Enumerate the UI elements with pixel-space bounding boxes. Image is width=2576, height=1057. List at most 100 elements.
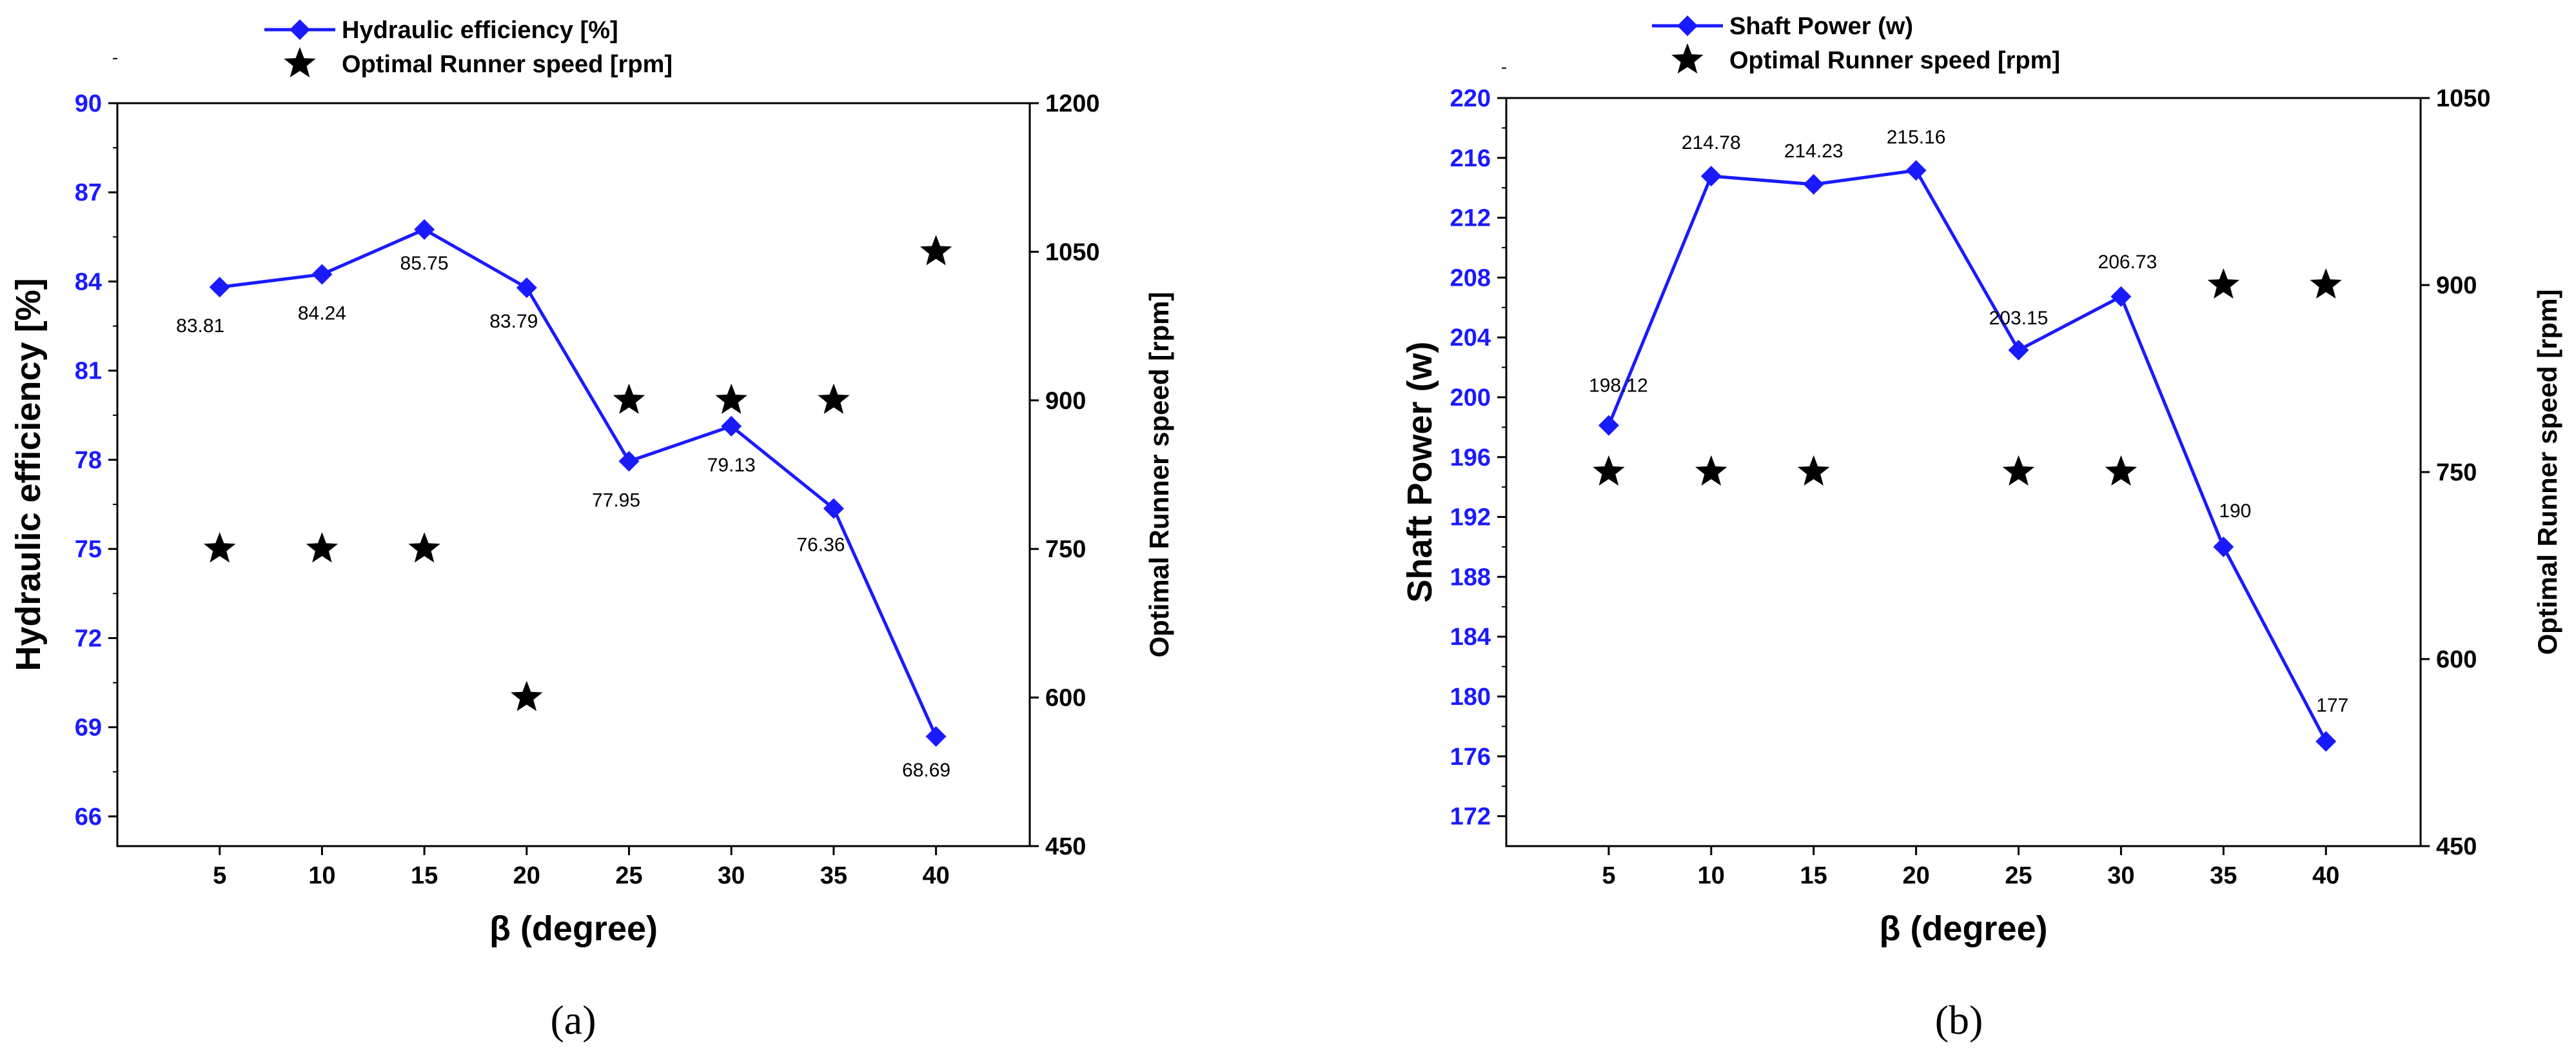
legend-label-star: Optimal Runner speed [rpm] — [342, 51, 673, 78]
data-point-star — [715, 383, 747, 414]
data-point-star — [511, 680, 543, 711]
x-tick-label: 15 — [1800, 862, 1827, 889]
data-point-star — [818, 383, 850, 414]
y2-axis-title: Optimal Runner speed [rpm] — [1144, 291, 1174, 657]
y2-tick-label: 900 — [2436, 272, 2477, 299]
y2-tick-label: 900 — [1045, 388, 1086, 415]
x-tick-label: 5 — [213, 862, 226, 889]
y2-tick-label: 450 — [2436, 833, 2477, 860]
legend-diamond-icon — [290, 19, 310, 40]
y-tick-label: 180 — [1450, 684, 1491, 711]
y2-tick-label: 1200 — [1045, 90, 1100, 117]
x-tick-label: 10 — [308, 862, 335, 889]
x-tick-label: 5 — [1602, 862, 1615, 889]
y-tick-label: 200 — [1450, 384, 1491, 411]
data-label: 79.13 — [707, 455, 756, 476]
series-line — [1607, 168, 2328, 742]
data-point-diamond — [209, 277, 230, 298]
data-label: 68.69 — [902, 760, 950, 781]
y-tick-label: 81 — [75, 358, 102, 385]
chart-panel-b: 172 176 180 184 188 192 196 200 204 208 212 216 220 4… — [1401, 13, 2562, 1043]
legend-label-star: Optimal Runner speed [rpm] — [1729, 47, 2060, 74]
data-point-star — [1593, 455, 1625, 486]
y-tick-label: 184 — [1450, 624, 1491, 651]
y-tick-label: 69 — [75, 715, 102, 742]
y-tick-label: 188 — [1450, 564, 1491, 591]
y-tick-label: 204 — [1450, 324, 1491, 351]
data-point-star — [1695, 455, 1727, 486]
x-tick-label: 20 — [1902, 862, 1929, 889]
x-tick-label: 10 — [1698, 862, 1725, 889]
y-tick-label: 66 — [75, 804, 102, 831]
data-label: 84.24 — [298, 302, 346, 324]
y-axis-title: Shaft Power (w) — [1401, 341, 1439, 602]
data-point-diamond — [823, 498, 844, 519]
y-tick-label: 87 — [75, 179, 102, 206]
legend-label-line: Hydraulic efficiency [%] — [342, 17, 618, 44]
data-point-diamond — [2315, 731, 2337, 752]
data-point-diamond — [1803, 173, 1824, 195]
data-point-star — [408, 532, 440, 563]
data-point-diamond — [721, 415, 742, 437]
data-point-diamond — [311, 264, 333, 285]
x-axis-title: β (degree) — [489, 909, 658, 948]
data-label: 77.95 — [592, 489, 640, 511]
y2-tick-label: 600 — [2436, 646, 2477, 673]
y2-axis-title: Optimal Runner speed [rpm] — [2532, 289, 2562, 655]
data-point-star — [919, 235, 952, 266]
plot-frame — [1505, 97, 2422, 847]
plot-frame — [116, 102, 1031, 847]
data-point-star — [306, 532, 339, 563]
data-point-diamond — [516, 277, 537, 299]
y-tick-label: 212 — [1450, 205, 1491, 232]
data-label: 85.75 — [400, 253, 449, 274]
data-point-diamond — [2008, 339, 2029, 361]
y-tick-label: 84 — [75, 268, 102, 295]
data-point-diamond — [1598, 415, 1619, 436]
data-label: 214.78 — [1682, 132, 1741, 153]
y-tick-label: 78 — [75, 447, 102, 474]
y-axis-title: Hydraulic efficiency [%] — [9, 278, 48, 671]
data-point-star — [2002, 455, 2035, 486]
y2-tick-label: 750 — [1045, 536, 1086, 563]
y-tick-label: 216 — [1450, 145, 1491, 172]
data-label: 203.15 — [1989, 308, 2049, 329]
y2-tick-label: 750 — [2436, 459, 2477, 486]
y-tick-label: 172 — [1450, 804, 1491, 831]
data-point-star — [2310, 268, 2342, 299]
y2-tick-label: 450 — [1045, 833, 1086, 860]
data-label: 76.36 — [796, 535, 845, 556]
panel-label: (b) — [1935, 997, 1983, 1043]
x-tick-label: 35 — [2210, 862, 2237, 889]
y-tick-label: 72 — [75, 625, 102, 652]
y-tick-label: 220 — [1450, 85, 1491, 112]
data-label: 190 — [2219, 500, 2251, 522]
data-point-diamond — [618, 451, 640, 472]
chart-panel-a: 66 69 72 75 78 81 84 87 90 450 600 750 900 1050 1200 5 1… — [9, 17, 1174, 1043]
x-tick-label: 30 — [2107, 862, 2134, 889]
data-label: 214.23 — [1784, 141, 1844, 162]
y2-tick-label: 1050 — [2436, 85, 2491, 112]
data-point-diamond — [2213, 537, 2234, 557]
y-tick-label: 192 — [1450, 504, 1491, 531]
data-label: 177 — [2316, 695, 2348, 716]
legend-diamond-icon — [1677, 15, 1698, 36]
data-point-diamond — [1700, 166, 1722, 187]
x-tick-label: 25 — [2005, 862, 2032, 889]
x-tick-label: 40 — [2312, 862, 2339, 889]
data-point-diamond — [2110, 286, 2132, 307]
legend-label-line: Shaft Power (w) — [1729, 13, 1913, 40]
data-point-diamond — [414, 219, 435, 240]
data-label: 83.81 — [176, 315, 224, 337]
legend-star-icon — [284, 47, 316, 77]
data-point-star — [2207, 268, 2239, 299]
y2-tick-label: 1050 — [1045, 239, 1100, 266]
y-tick-label: 75 — [75, 536, 102, 563]
data-point-star — [1798, 455, 1830, 486]
series-line — [219, 228, 938, 737]
x-tick-label: 25 — [615, 862, 642, 889]
y-tick-label: 196 — [1450, 444, 1491, 471]
data-point-star — [613, 383, 645, 414]
data-point-diamond — [1905, 160, 1927, 181]
